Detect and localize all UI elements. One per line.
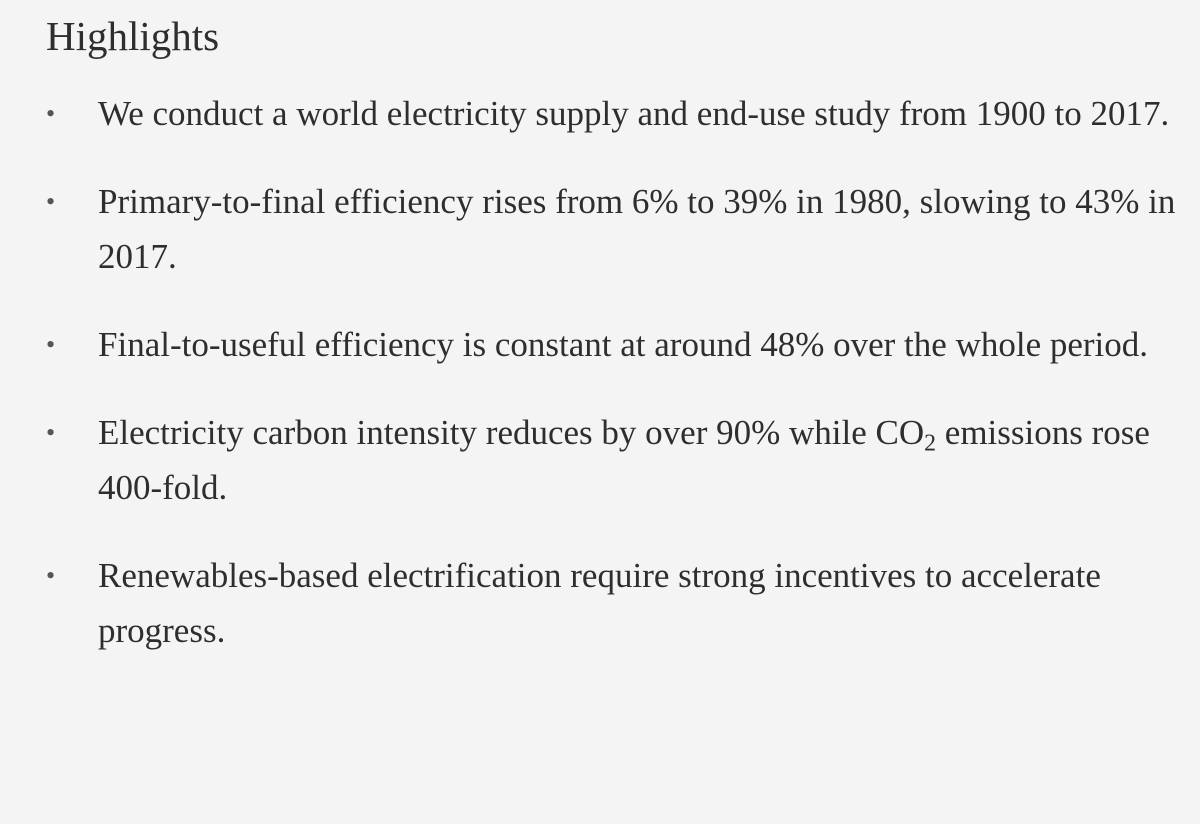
bullet-icon: • — [46, 561, 56, 590]
highlight-text: Primary-to-final efficiency rises from 6… — [98, 182, 1176, 276]
list-item: • Electricity carbon intensity reduces b… — [46, 405, 1186, 515]
co2-subscript: 2 — [924, 430, 937, 457]
list-item: • We conduct a world electricity supply … — [46, 86, 1186, 141]
highlight-text: We conduct a world electricity supply an… — [98, 94, 1170, 133]
bullet-icon: • — [46, 99, 56, 128]
highlights-heading: Highlights — [46, 13, 220, 59]
list-item: • Renewables-based electrification requi… — [46, 548, 1186, 658]
bullet-icon: • — [46, 330, 56, 359]
highlights-section: Highlights • We conduct a world electric… — [46, 0, 1186, 650]
highlight-text: Renewables-based electrification require… — [98, 556, 1101, 650]
bullet-icon: • — [46, 187, 56, 216]
highlight-text-before: Electricity carbon intensity reduces by … — [98, 413, 925, 452]
list-item: • Final-to-useful efficiency is constant… — [46, 317, 1186, 372]
list-item: • Primary-to-final efficiency rises from… — [46, 174, 1186, 284]
highlight-text: Electricity carbon intensity reduces by … — [98, 413, 1150, 507]
highlight-text-after: emissions rose 400-fold. — [98, 413, 1150, 507]
bullet-icon: • — [46, 418, 56, 447]
highlight-text: Final-to-useful efficiency is constant a… — [98, 325, 1149, 364]
highlights-list: • We conduct a world electricity supply … — [46, 86, 1186, 691]
